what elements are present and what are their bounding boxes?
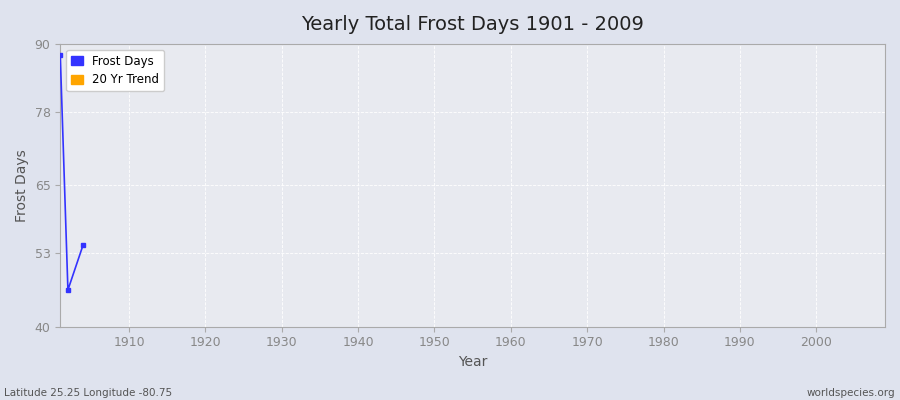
Text: worldspecies.org: worldspecies.org — [807, 388, 896, 398]
Y-axis label: Frost Days: Frost Days — [15, 149, 29, 222]
Text: Latitude 25.25 Longitude -80.75: Latitude 25.25 Longitude -80.75 — [4, 388, 173, 398]
Legend: Frost Days, 20 Yr Trend: Frost Days, 20 Yr Trend — [67, 50, 164, 91]
X-axis label: Year: Year — [458, 355, 487, 369]
Title: Yearly Total Frost Days 1901 - 2009: Yearly Total Frost Days 1901 - 2009 — [302, 15, 644, 34]
